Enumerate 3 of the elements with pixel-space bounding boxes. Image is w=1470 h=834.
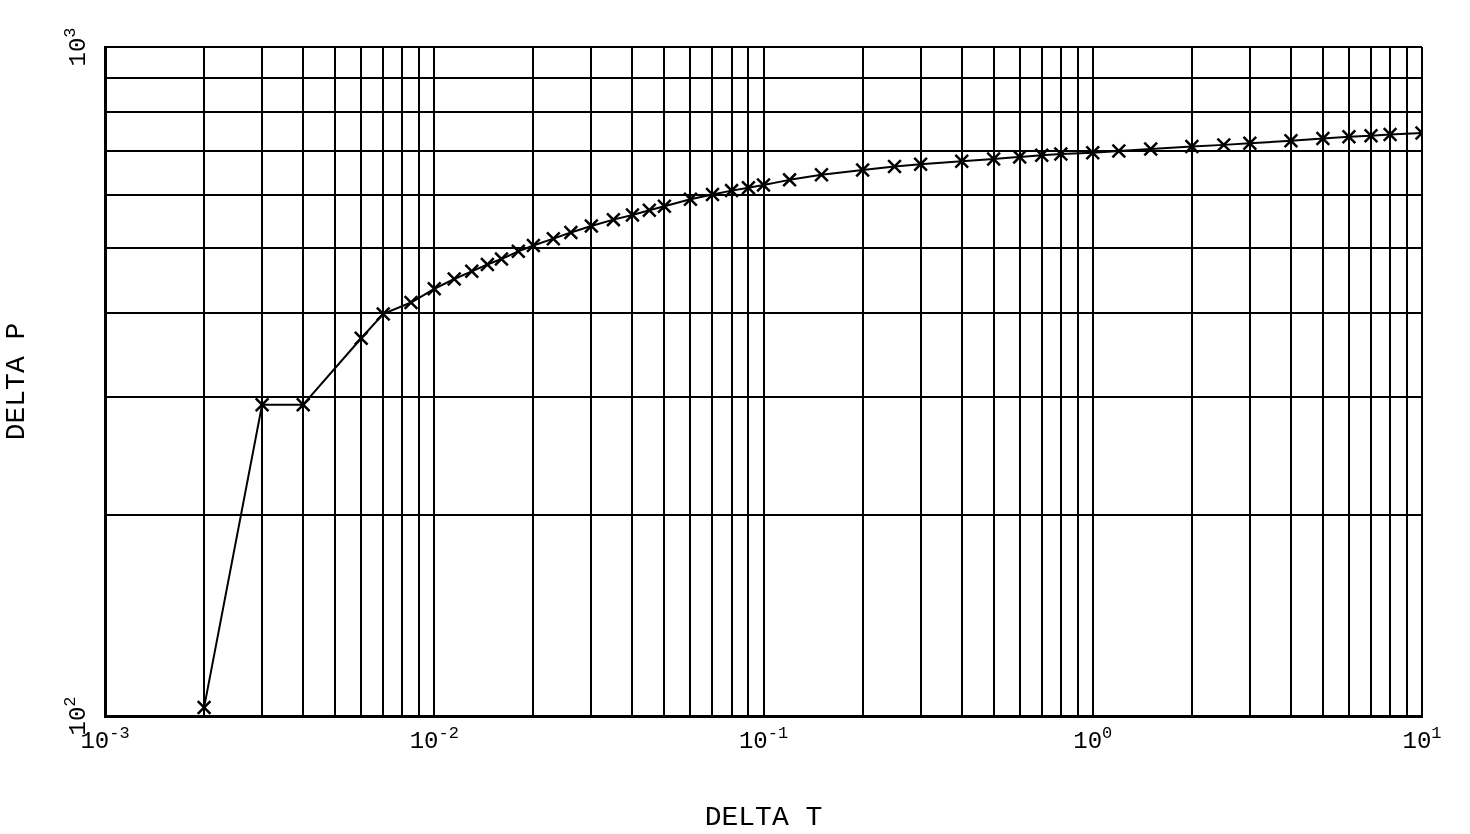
y-axis-title: DELTA P [1,322,33,441]
x-axis-title: DELTA T [704,801,823,833]
y-tick-label: 103 [60,27,93,67]
